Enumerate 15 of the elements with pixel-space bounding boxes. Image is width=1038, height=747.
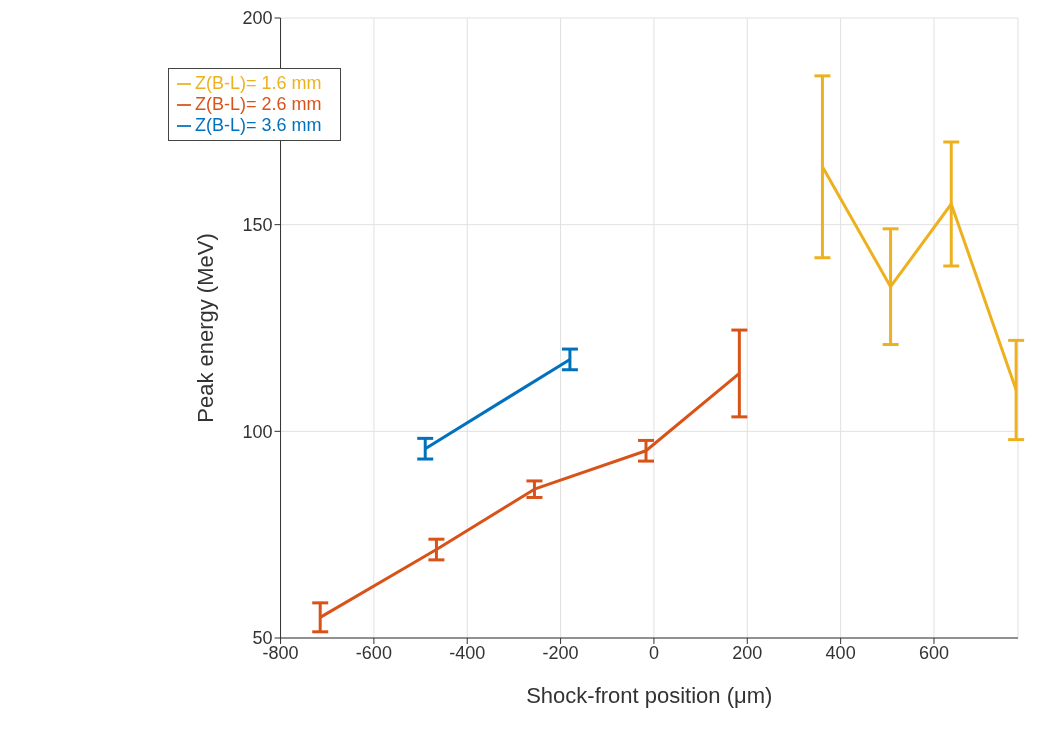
y-axis-title: Peak energy (MeV) xyxy=(193,233,219,423)
y-tick-label: 200 xyxy=(242,8,273,29)
x-tick-label: 0 xyxy=(648,642,659,663)
legend-label: Z(B-L)= 2.6 mm xyxy=(195,94,322,114)
x-tick-label: -600 xyxy=(355,642,392,663)
x-tick-label: 200 xyxy=(732,642,763,663)
x-tick-label: 400 xyxy=(825,642,856,663)
legend-label: Z(B-L)= 3.6 mm xyxy=(195,115,322,135)
legend-label: Z(B-L)= 1.6 mm xyxy=(195,73,322,93)
x-tick-label: -400 xyxy=(449,642,486,663)
x-axis-title: Shock-front position (μm) xyxy=(526,683,773,708)
x-tick-label: 600 xyxy=(918,642,950,663)
y-tick-label: 100 xyxy=(242,421,273,442)
y-tick-label: 150 xyxy=(242,215,273,236)
x-tick-label: -200 xyxy=(542,642,579,663)
